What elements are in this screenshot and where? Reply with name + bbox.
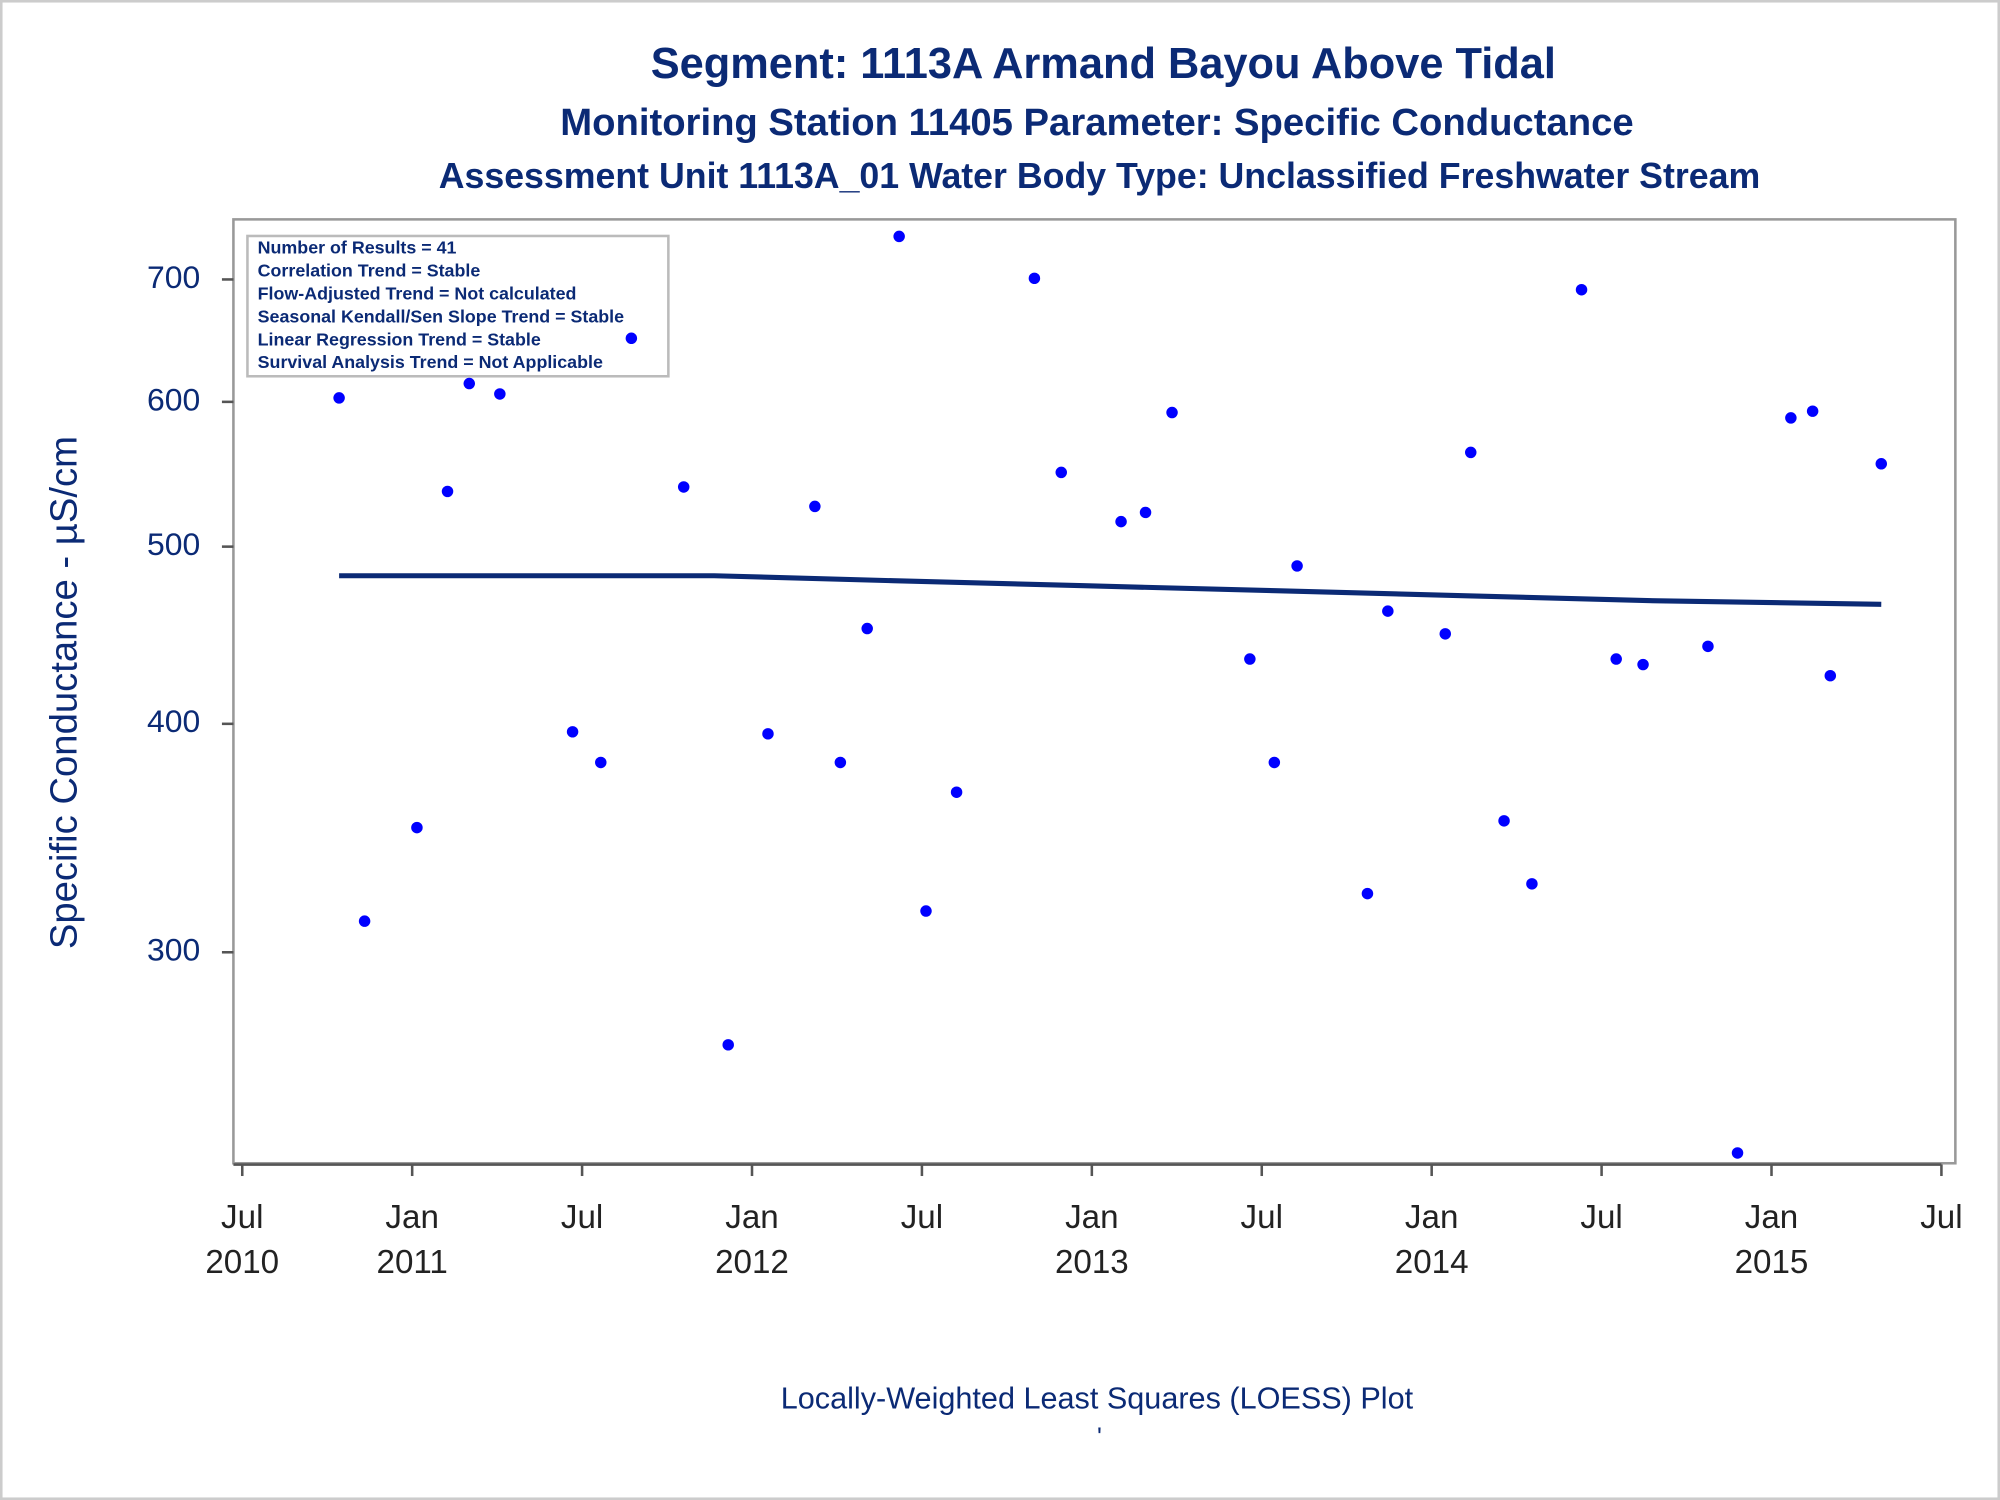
y-tick-label: 300 (147, 932, 200, 968)
plot-frame (232, 218, 1957, 1165)
data-point (1702, 640, 1714, 653)
x-tick-label: Jul (1920, 1199, 1962, 1236)
data-point (1139, 506, 1152, 519)
data-point (1382, 605, 1394, 617)
data-point (566, 726, 579, 738)
x-tick-label: Jan (1745, 1199, 1798, 1236)
data-point (1028, 272, 1041, 285)
footer: Locally-Weighted Least Squares (LOESS) P… (781, 1382, 1414, 1416)
data-point (1291, 560, 1303, 572)
data-point (1806, 405, 1819, 417)
x-tick-label: Jul (901, 1199, 943, 1236)
data-point (762, 728, 774, 740)
y-tick-label: 600 (147, 381, 200, 417)
x-tick-label: 2015 (1735, 1244, 1809, 1281)
data-point (861, 622, 873, 635)
data-point (441, 485, 454, 498)
data-point (1498, 815, 1510, 827)
data-point (1115, 515, 1127, 528)
data-point (494, 388, 506, 400)
x-tick-label: Jan (385, 1199, 438, 1236)
data-point (1575, 283, 1588, 296)
data-point (1610, 653, 1622, 665)
data-point (950, 786, 963, 798)
data-point (722, 1039, 734, 1051)
data-point (1731, 1147, 1744, 1159)
info-box (246, 234, 670, 378)
data-point (1055, 466, 1067, 479)
data-point (1361, 887, 1374, 900)
info-text: Survival Analysis Trend = Not Applicable (258, 352, 603, 372)
x-tick-label: Jul (1241, 1199, 1283, 1236)
info-text: Seasonal Kendall/Sen Slope Trend = Stabl… (258, 306, 624, 326)
data-point (834, 756, 847, 769)
chart-subtitle: Monitoring Station 11405 Parameter: Spec… (560, 101, 1633, 144)
info-text: Flow-Adjusted Trend = Not calculated (258, 283, 577, 303)
data-point (920, 905, 932, 917)
data-point (1526, 878, 1538, 890)
x-tick-label: Jul (561, 1199, 603, 1236)
data-point (411, 821, 423, 834)
info-text: Number of Results = 41 (258, 237, 457, 257)
data-point (1875, 458, 1888, 470)
data-point (1785, 412, 1797, 424)
info-text: Correlation Trend = Stable (258, 260, 481, 280)
y-tick-label: 500 (147, 526, 200, 562)
loess-line (339, 573, 1882, 607)
data-point (358, 915, 371, 927)
data-point (809, 500, 821, 513)
x-tick-label: Jul (1580, 1199, 1622, 1236)
y-tick-label: 400 (147, 703, 200, 739)
data-point (1439, 628, 1452, 640)
x-tick-label: Jan (725, 1199, 778, 1236)
y-tick-label: 700 (147, 259, 200, 295)
x-tick-label: 2012 (715, 1244, 789, 1281)
x-tick-label: 2013 (1055, 1244, 1129, 1281)
data-point (1637, 658, 1649, 671)
data-point (625, 332, 638, 345)
data-point (677, 481, 690, 493)
x-tick-label: 2014 (1395, 1244, 1469, 1281)
data-point (333, 392, 345, 404)
x-tick-label: Jan (1065, 1199, 1118, 1236)
data-point (1824, 669, 1837, 682)
data-point (595, 756, 607, 769)
data-point (463, 377, 476, 390)
data-point (1166, 406, 1178, 419)
data-point (1268, 756, 1281, 769)
chart-title: Segment: 1113A Armand Bayou Above Tidal (651, 40, 1556, 88)
x-tick-label: 2010 (205, 1244, 279, 1281)
footnote: ' (1097, 1424, 1102, 1452)
x-tick-label: 2011 (377, 1244, 448, 1281)
data-point (893, 230, 905, 243)
x-tick-label: Jul (221, 1199, 263, 1236)
data-point (1465, 446, 1477, 459)
data-point (1244, 653, 1256, 665)
chart-subtitle: Assessment Unit 1113A_01 Water Body Type… (439, 156, 1761, 196)
y-axis-label: Specific Conductance - µS/cm (42, 436, 85, 949)
x-tick-label: Jan (1405, 1199, 1458, 1236)
info-text: Linear Regression Trend = Stable (258, 329, 541, 349)
